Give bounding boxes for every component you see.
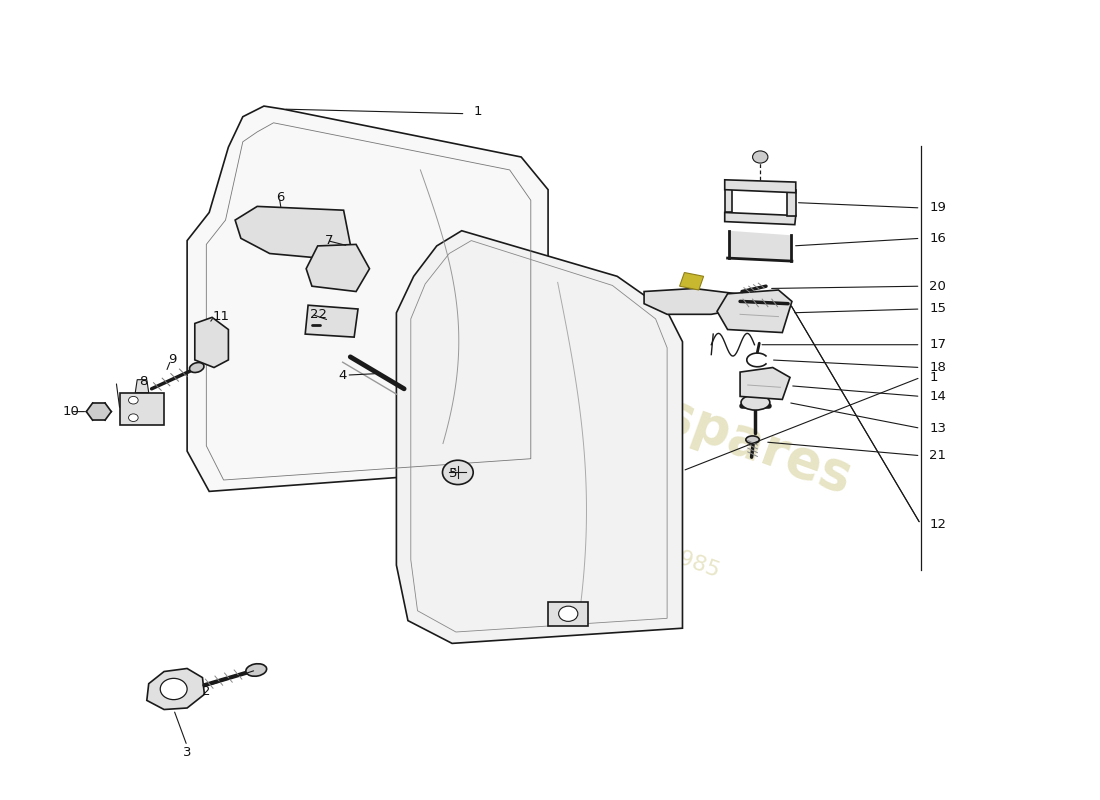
Text: a passion for parts since 1985: a passion for parts since 1985 — [399, 447, 723, 582]
Polygon shape — [305, 305, 358, 337]
Polygon shape — [725, 180, 795, 193]
Text: 7: 7 — [324, 234, 333, 247]
Text: 1: 1 — [473, 105, 482, 118]
Text: 5: 5 — [449, 467, 458, 481]
Circle shape — [129, 414, 139, 422]
Circle shape — [161, 678, 187, 700]
Text: 6: 6 — [276, 190, 285, 204]
Text: 21: 21 — [930, 449, 946, 462]
Circle shape — [752, 151, 768, 163]
Polygon shape — [86, 403, 111, 420]
Polygon shape — [788, 190, 795, 215]
Polygon shape — [717, 290, 792, 333]
Polygon shape — [135, 380, 149, 393]
Text: 16: 16 — [930, 232, 946, 245]
Polygon shape — [725, 186, 733, 213]
Text: 9: 9 — [168, 354, 176, 366]
Text: 3: 3 — [184, 746, 191, 758]
Text: 4: 4 — [339, 369, 348, 382]
Ellipse shape — [189, 362, 204, 373]
Text: 22: 22 — [310, 308, 327, 321]
Polygon shape — [306, 245, 370, 291]
Text: 17: 17 — [930, 338, 946, 351]
Circle shape — [129, 396, 139, 404]
Circle shape — [559, 606, 578, 622]
Text: 1: 1 — [930, 371, 937, 384]
Polygon shape — [195, 318, 229, 367]
Text: 19: 19 — [930, 202, 946, 214]
Circle shape — [442, 460, 473, 485]
Ellipse shape — [741, 395, 770, 410]
Polygon shape — [396, 230, 682, 643]
Text: 20: 20 — [930, 280, 946, 293]
Text: 14: 14 — [930, 390, 946, 403]
Polygon shape — [680, 273, 704, 290]
Polygon shape — [548, 602, 588, 626]
Polygon shape — [146, 669, 205, 710]
Polygon shape — [725, 213, 795, 225]
Text: 15: 15 — [930, 302, 946, 315]
Ellipse shape — [746, 436, 759, 443]
Polygon shape — [187, 106, 548, 491]
Polygon shape — [120, 393, 164, 426]
Polygon shape — [740, 367, 790, 399]
Ellipse shape — [245, 664, 266, 676]
Polygon shape — [645, 289, 740, 314]
Text: 8: 8 — [139, 374, 147, 388]
Text: 13: 13 — [930, 422, 946, 435]
Polygon shape — [235, 206, 350, 258]
Text: 11: 11 — [212, 310, 229, 323]
Text: 2: 2 — [202, 685, 211, 698]
Text: eurocarspares: eurocarspares — [441, 310, 859, 505]
Text: 12: 12 — [930, 518, 946, 530]
Polygon shape — [728, 230, 791, 261]
Text: 10: 10 — [63, 405, 79, 418]
Text: 18: 18 — [930, 361, 946, 374]
